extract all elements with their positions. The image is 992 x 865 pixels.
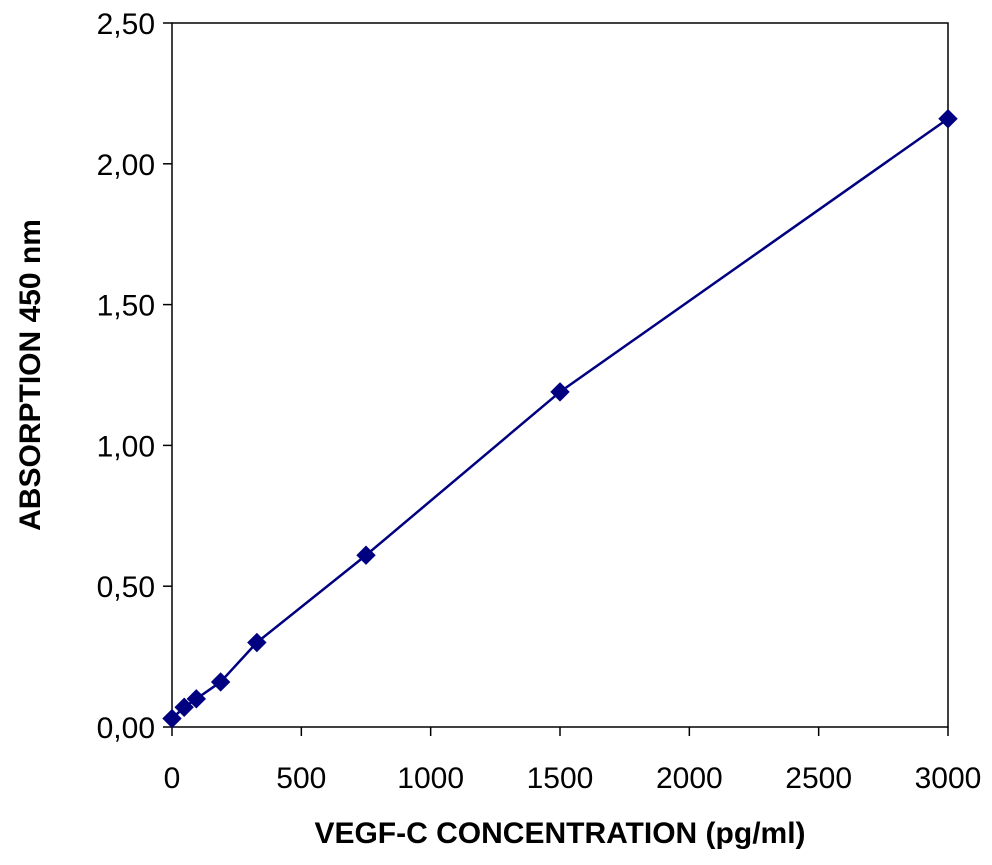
y-tick-label: 1,00 — [97, 430, 155, 463]
y-tick-label: 0,50 — [97, 571, 155, 604]
data-point-marker — [162, 708, 182, 729]
data-point-marker — [186, 689, 207, 709]
y-tick-label: 2,50 — [97, 8, 155, 41]
y-tick-label: 0,00 — [97, 712, 155, 745]
plot-area — [171, 22, 949, 728]
plot-frame — [171, 22, 949, 728]
data-point-marker — [550, 382, 570, 402]
data-point-marker — [210, 672, 231, 692]
x-axis-title: VEGF-C CONCENTRATION (pg/ml) — [314, 817, 805, 850]
data-point-marker — [356, 545, 376, 565]
x-tick-label: 2500 — [785, 762, 852, 795]
x-tick-label: 0 — [164, 762, 181, 795]
x-tick-label: 3000 — [915, 762, 982, 795]
x-tick-label: 500 — [276, 762, 326, 795]
y-tick-label: 1,50 — [97, 290, 155, 323]
y-axis-title: ABSORPTION 450 nm — [14, 219, 47, 531]
data-point-marker — [174, 697, 194, 717]
x-axis-ticks: 0 500 1000 1500 2000 2500 3000 — [164, 727, 982, 795]
x-tick-label: 1000 — [397, 762, 464, 795]
x-tick-label: 2000 — [656, 762, 723, 795]
x-tick-label: 1500 — [527, 762, 594, 795]
y-tick-label: 2,00 — [97, 149, 155, 182]
y-axis-ticks: 0,00 0,50 1,00 1,50 2,00 2,50 — [97, 8, 172, 745]
series-layer — [162, 109, 958, 729]
data-point-marker — [247, 632, 267, 653]
data-point-marker — [938, 109, 958, 129]
